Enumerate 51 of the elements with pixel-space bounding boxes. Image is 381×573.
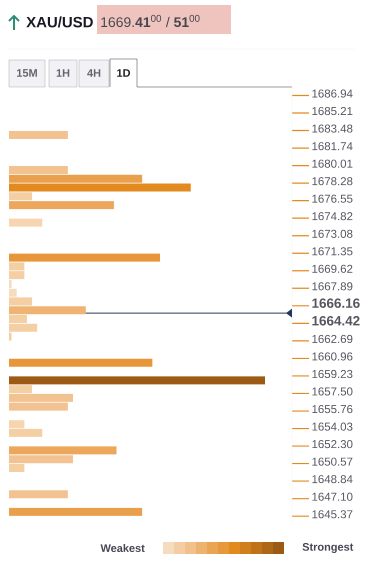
bar — [9, 130, 68, 139]
text: Strongest — [302, 543, 354, 553]
y-tick-label: 1686.94 — [312, 89, 353, 98]
bar — [9, 455, 73, 464]
y-tick-label: 1681.74 — [312, 142, 353, 150]
text: 1H — [56, 69, 70, 77]
bar — [9, 254, 160, 262]
text: 15M — [17, 69, 37, 77]
y-tick-label: 1655.76 — [312, 405, 352, 414]
y-tick-label: 1652.30 — [312, 440, 352, 448]
y-tick-label: 1669.62 — [312, 264, 352, 273]
bar — [9, 385, 32, 394]
y-tick-label: 1647.10 — [312, 492, 352, 501]
bar — [9, 508, 142, 516]
bar — [9, 218, 42, 227]
y-tick-label: 1678.28 — [312, 177, 352, 186]
bar — [9, 183, 191, 192]
text: Weakest — [100, 544, 145, 552]
y-tick-label: 1685.21 — [312, 107, 352, 116]
y-tick-label: 1657.50 — [312, 387, 352, 396]
y-tick-label: 1660.96 — [312, 352, 352, 361]
y-tick-label: 1674.82 — [312, 212, 352, 220]
y-tick-label: 1676.55 — [312, 194, 352, 203]
y-tick-label: 1648.84 — [312, 475, 353, 484]
bar — [9, 358, 152, 367]
bar — [9, 376, 266, 384]
bar — [9, 192, 32, 200]
text: 1669.41$^{00}$ / 51$^{00}$ — [101, 14, 200, 28]
bar — [9, 446, 117, 454]
y-tick-label: 1667.89 — [312, 282, 352, 290]
text: 4H — [87, 69, 100, 77]
bar — [9, 464, 24, 472]
y-tick-label: 1650.57 — [312, 458, 352, 466]
y-tick-label: 1662.69 — [312, 334, 352, 344]
chart-title: XAU/USD — [26, 16, 93, 28]
y-tick-label: 1680.01 — [312, 160, 352, 168]
bar — [9, 297, 32, 306]
y-tick-label: 1673.08 — [312, 230, 352, 238]
y-tick-label: 1666.16 — [312, 298, 360, 308]
y-tick-label: 1664.42 — [312, 316, 360, 326]
y-tick-label: 1645.37 — [312, 510, 352, 518]
y-tick-label: 1683.48 — [312, 124, 352, 133]
bar — [9, 201, 114, 210]
bar — [9, 306, 86, 314]
y-tick-label: 1659.23 — [312, 370, 352, 378]
bar — [9, 174, 142, 183]
bar — [9, 166, 68, 174]
bar — [9, 490, 68, 498]
y-tick-label: 1654.03 — [312, 422, 352, 431]
text: 1D — [117, 69, 130, 77]
y-tick-label: 1671.35 — [312, 247, 352, 256]
